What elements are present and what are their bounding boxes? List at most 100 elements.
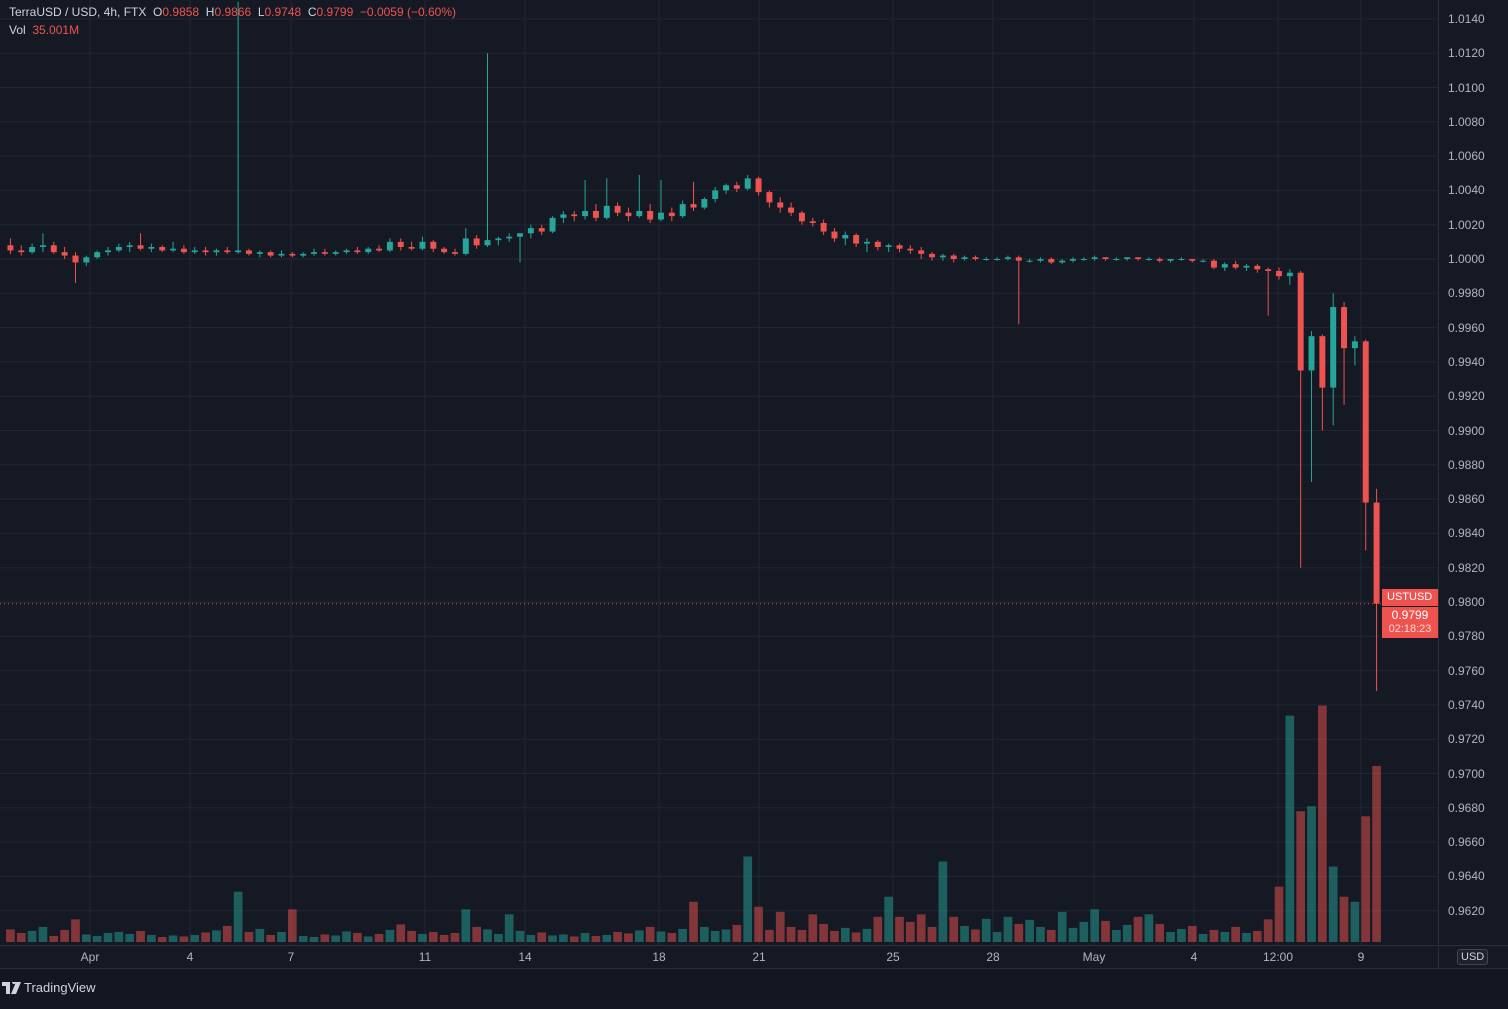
volume-bar <box>190 934 200 942</box>
price-tick-label: 0.9940 <box>1448 354 1485 369</box>
time-tick-label: 9 <box>1357 950 1365 964</box>
volume-bar <box>147 934 156 942</box>
candle-up <box>1330 307 1337 388</box>
volume-bar <box>765 929 774 942</box>
volume-bar <box>884 896 894 942</box>
candle-down <box>1015 257 1022 261</box>
volume-bar <box>949 916 959 942</box>
candle-down <box>451 252 458 254</box>
candle-up <box>961 257 968 259</box>
volume-bar <box>212 930 221 942</box>
time-tick-label: 14 <box>518 950 532 964</box>
candle-up <box>1080 259 1087 260</box>
price-tick-label: 0.9800 <box>1448 595 1485 609</box>
candle-down <box>1102 257 1109 259</box>
candle-down <box>1362 341 1369 503</box>
price-scale[interactable]: 1.0140 1.0120 1.0100 1.0080 1.0060 1.0040 1.00… <box>1438 0 1508 945</box>
volume-bar <box>971 929 980 942</box>
candle-up <box>657 212 664 220</box>
ohlc-legend-row: TerraUSD / USD, 4h, FTX O0.9858 H0.9866 … <box>9 5 456 19</box>
candle-up <box>170 248 177 251</box>
candle-up <box>256 252 263 254</box>
volume-bar <box>960 925 969 942</box>
volume-bar <box>732 924 742 942</box>
price-tick-label: 0.9860 <box>1448 492 1485 507</box>
volume-bar <box>418 933 427 942</box>
candle-down <box>245 250 252 254</box>
volume-bar <box>537 932 547 942</box>
candle-up <box>235 250 242 253</box>
volume-bar <box>1361 816 1371 942</box>
volume-bar <box>385 929 395 942</box>
volume-bar <box>6 929 15 942</box>
volume-bar <box>559 934 568 942</box>
candle-down <box>1210 260 1217 268</box>
price-tick-label: 0.9820 <box>1448 560 1485 575</box>
candle-up <box>1286 272 1293 277</box>
volume-bar <box>743 856 753 942</box>
candle-up <box>1145 259 1152 260</box>
candle-down <box>354 250 361 253</box>
volume-bar <box>168 935 178 942</box>
volume-bar <box>71 919 80 942</box>
candle-down <box>224 250 231 253</box>
volume-bar <box>103 932 113 942</box>
volume-bar <box>114 931 124 942</box>
volume-bar <box>38 926 48 942</box>
candle-up <box>1308 336 1315 371</box>
time-tick-label: 25 <box>886 950 900 964</box>
volume-bar <box>407 930 416 942</box>
volume-bar <box>353 932 362 942</box>
candle-down <box>788 207 795 213</box>
candle-down <box>1297 272 1304 371</box>
volume-bar <box>1318 705 1327 942</box>
candle-down <box>571 214 578 217</box>
volume-bar <box>1220 931 1230 942</box>
volume-bar <box>634 930 644 942</box>
volume-bar <box>1252 930 1262 942</box>
volume-bar <box>786 926 796 942</box>
price-tick-label: 0.9660 <box>1448 835 1485 850</box>
candle-down <box>1189 259 1196 261</box>
volume-bar <box>797 929 807 942</box>
candle-down <box>777 202 784 208</box>
candle-up <box>495 238 502 241</box>
candle-down <box>647 210 654 220</box>
symbol-title[interactable]: TerraUSD / USD, 4h, FTX <box>9 5 147 19</box>
candle-up <box>1167 259 1174 261</box>
candle-down <box>441 248 448 253</box>
volume-bar <box>851 932 861 942</box>
volume-bar <box>938 861 948 942</box>
low-label: L <box>257 5 265 19</box>
volume-bar <box>428 931 438 942</box>
volume-bar <box>689 901 698 942</box>
open-value: 0.9858 <box>162 5 200 19</box>
volume-bar <box>244 931 254 942</box>
candle-up <box>636 210 643 217</box>
volume-bar <box>157 936 167 942</box>
volume-bar <box>1133 916 1143 942</box>
price-chart[interactable]: TerraUSD / USD, 4h, FTX O0.9858 H0.9866 … <box>0 0 1438 945</box>
volume-bar <box>927 926 937 942</box>
candle-down <box>625 212 632 217</box>
candle-up <box>115 246 122 251</box>
candlestick-chart-canvas[interactable] <box>0 0 1438 945</box>
price-tick-label: 0.9720 <box>1448 732 1485 747</box>
volume-bar <box>580 932 590 942</box>
candle-down <box>473 238 480 246</box>
tradingview-logo[interactable]: TradingView <box>2 980 96 995</box>
candle-up <box>983 259 990 260</box>
volume-bar <box>1209 929 1219 942</box>
volume-bar <box>1036 926 1045 942</box>
candle-up <box>1059 260 1066 263</box>
currency-button[interactable]: USD <box>1457 949 1489 965</box>
high-value: 0.9866 <box>214 5 252 19</box>
candle-down <box>831 231 838 239</box>
volume-bar <box>1328 866 1338 942</box>
volume-label[interactable]: Vol <box>9 23 26 37</box>
candle-up <box>603 205 610 218</box>
time-scale[interactable]: Apr 4 7 11 14 18 21 25 28 May 4 12:00 9 <box>0 945 1438 969</box>
candle-up <box>1026 260 1033 262</box>
candle-down <box>733 185 740 189</box>
candle-down <box>159 246 166 251</box>
